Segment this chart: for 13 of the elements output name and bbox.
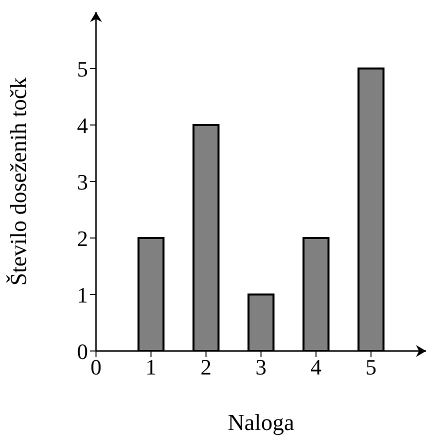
y-tick-label: 3 xyxy=(77,169,88,194)
x-tick-label: 5 xyxy=(366,354,376,380)
x-tick-label: 4 xyxy=(310,354,322,380)
y-axis-title: Število doseženih točk xyxy=(6,76,32,286)
x-axis-title: Naloga xyxy=(228,410,294,435)
y-tick-label: 1 xyxy=(77,282,88,308)
x-tick-label: 1 xyxy=(146,354,156,380)
y-tick-label: 0 xyxy=(77,338,88,364)
y-tick-label: 4 xyxy=(77,112,88,138)
y-tick-label: 5 xyxy=(77,56,88,82)
x-tick-label: 2 xyxy=(200,354,212,380)
x-tick-label: 3 xyxy=(256,354,266,380)
y-tick-label: 2 xyxy=(77,226,88,251)
